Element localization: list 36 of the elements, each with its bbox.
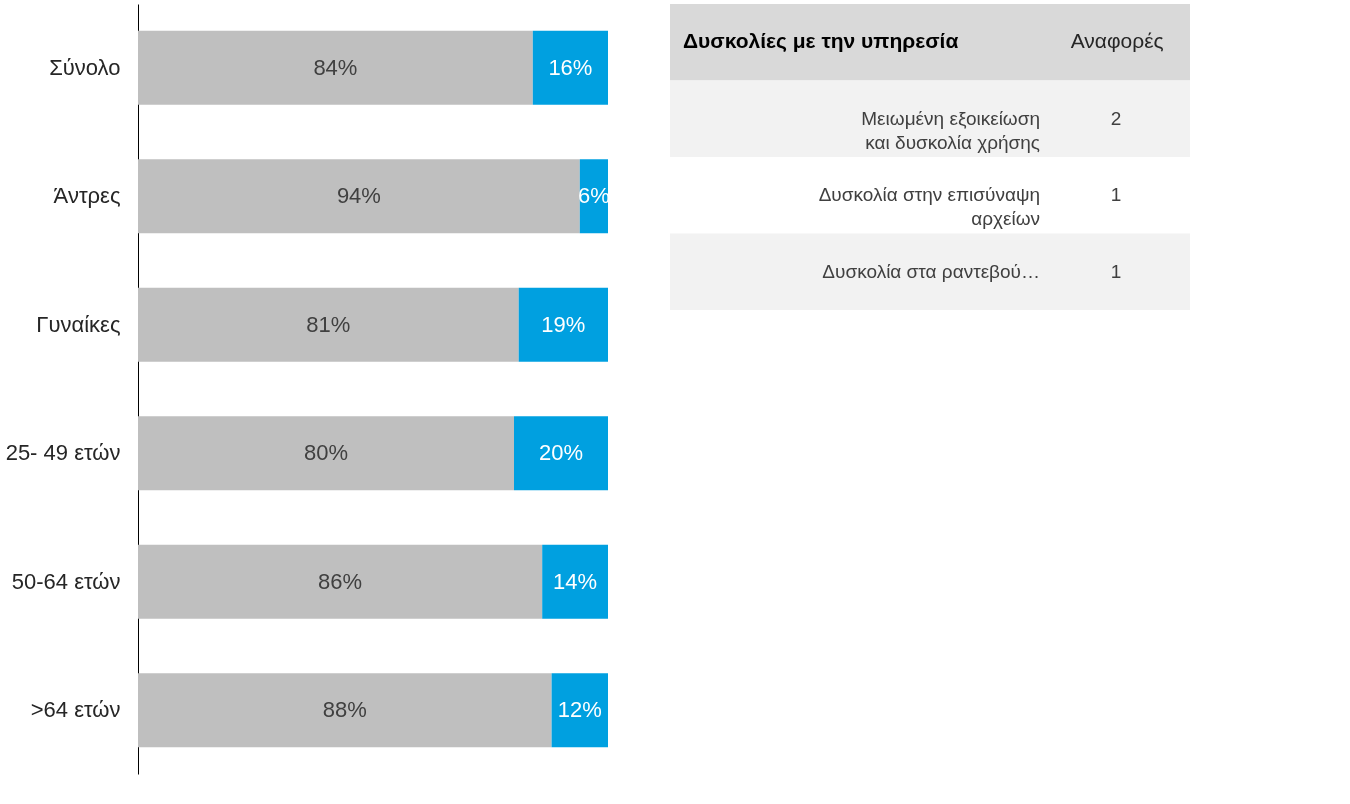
data-label: 88%	[322, 697, 367, 723]
y-tick-label: 25- 49 ετών	[5, 440, 121, 466]
y-tick-label: 50-64 ετών	[11, 568, 121, 594]
data-label: 81%	[306, 311, 351, 337]
bar	[542, 544, 608, 619]
data-label: 86%	[318, 568, 363, 594]
bar	[138, 673, 552, 748]
data-label: 19%	[541, 311, 586, 337]
text: Δυσκολίες με την υπηρεσία	[683, 29, 959, 54]
data-label: 16%	[548, 54, 593, 80]
bar	[138, 416, 514, 491]
bar	[514, 416, 608, 491]
y-tick-label: Σύνολο	[49, 54, 121, 80]
data-label: 2	[1110, 107, 1122, 129]
bar	[518, 287, 608, 362]
data-label: 12%	[557, 697, 602, 723]
bar	[138, 287, 519, 362]
bar	[138, 544, 543, 619]
data-label: 1	[1110, 184, 1122, 206]
text: Αναφορές	[1070, 29, 1164, 53]
y-tick-label: Άντρες	[53, 183, 121, 209]
y-tick-label: Γυναίκες	[36, 311, 121, 337]
data-label: 20%	[538, 440, 584, 466]
bar	[138, 30, 533, 105]
bar	[551, 673, 608, 748]
category-label: Δυσκολία στην επισύναψη αρχείων	[818, 184, 1040, 230]
bar	[138, 159, 580, 234]
data-label: 94%	[336, 183, 381, 209]
data-label: 80%	[303, 440, 349, 466]
data-label: 1	[1110, 260, 1122, 282]
y-tick-label: >64 ετών	[30, 697, 121, 723]
category-label: Δυσκολία στα ραντεβού…	[822, 260, 1040, 282]
data-label: 14%	[553, 568, 598, 594]
category-label: Μειωμένη εξοικείωση και δυσκολία χρήσης	[861, 107, 1040, 153]
bar	[532, 30, 608, 105]
data-label: 84%	[313, 54, 358, 80]
